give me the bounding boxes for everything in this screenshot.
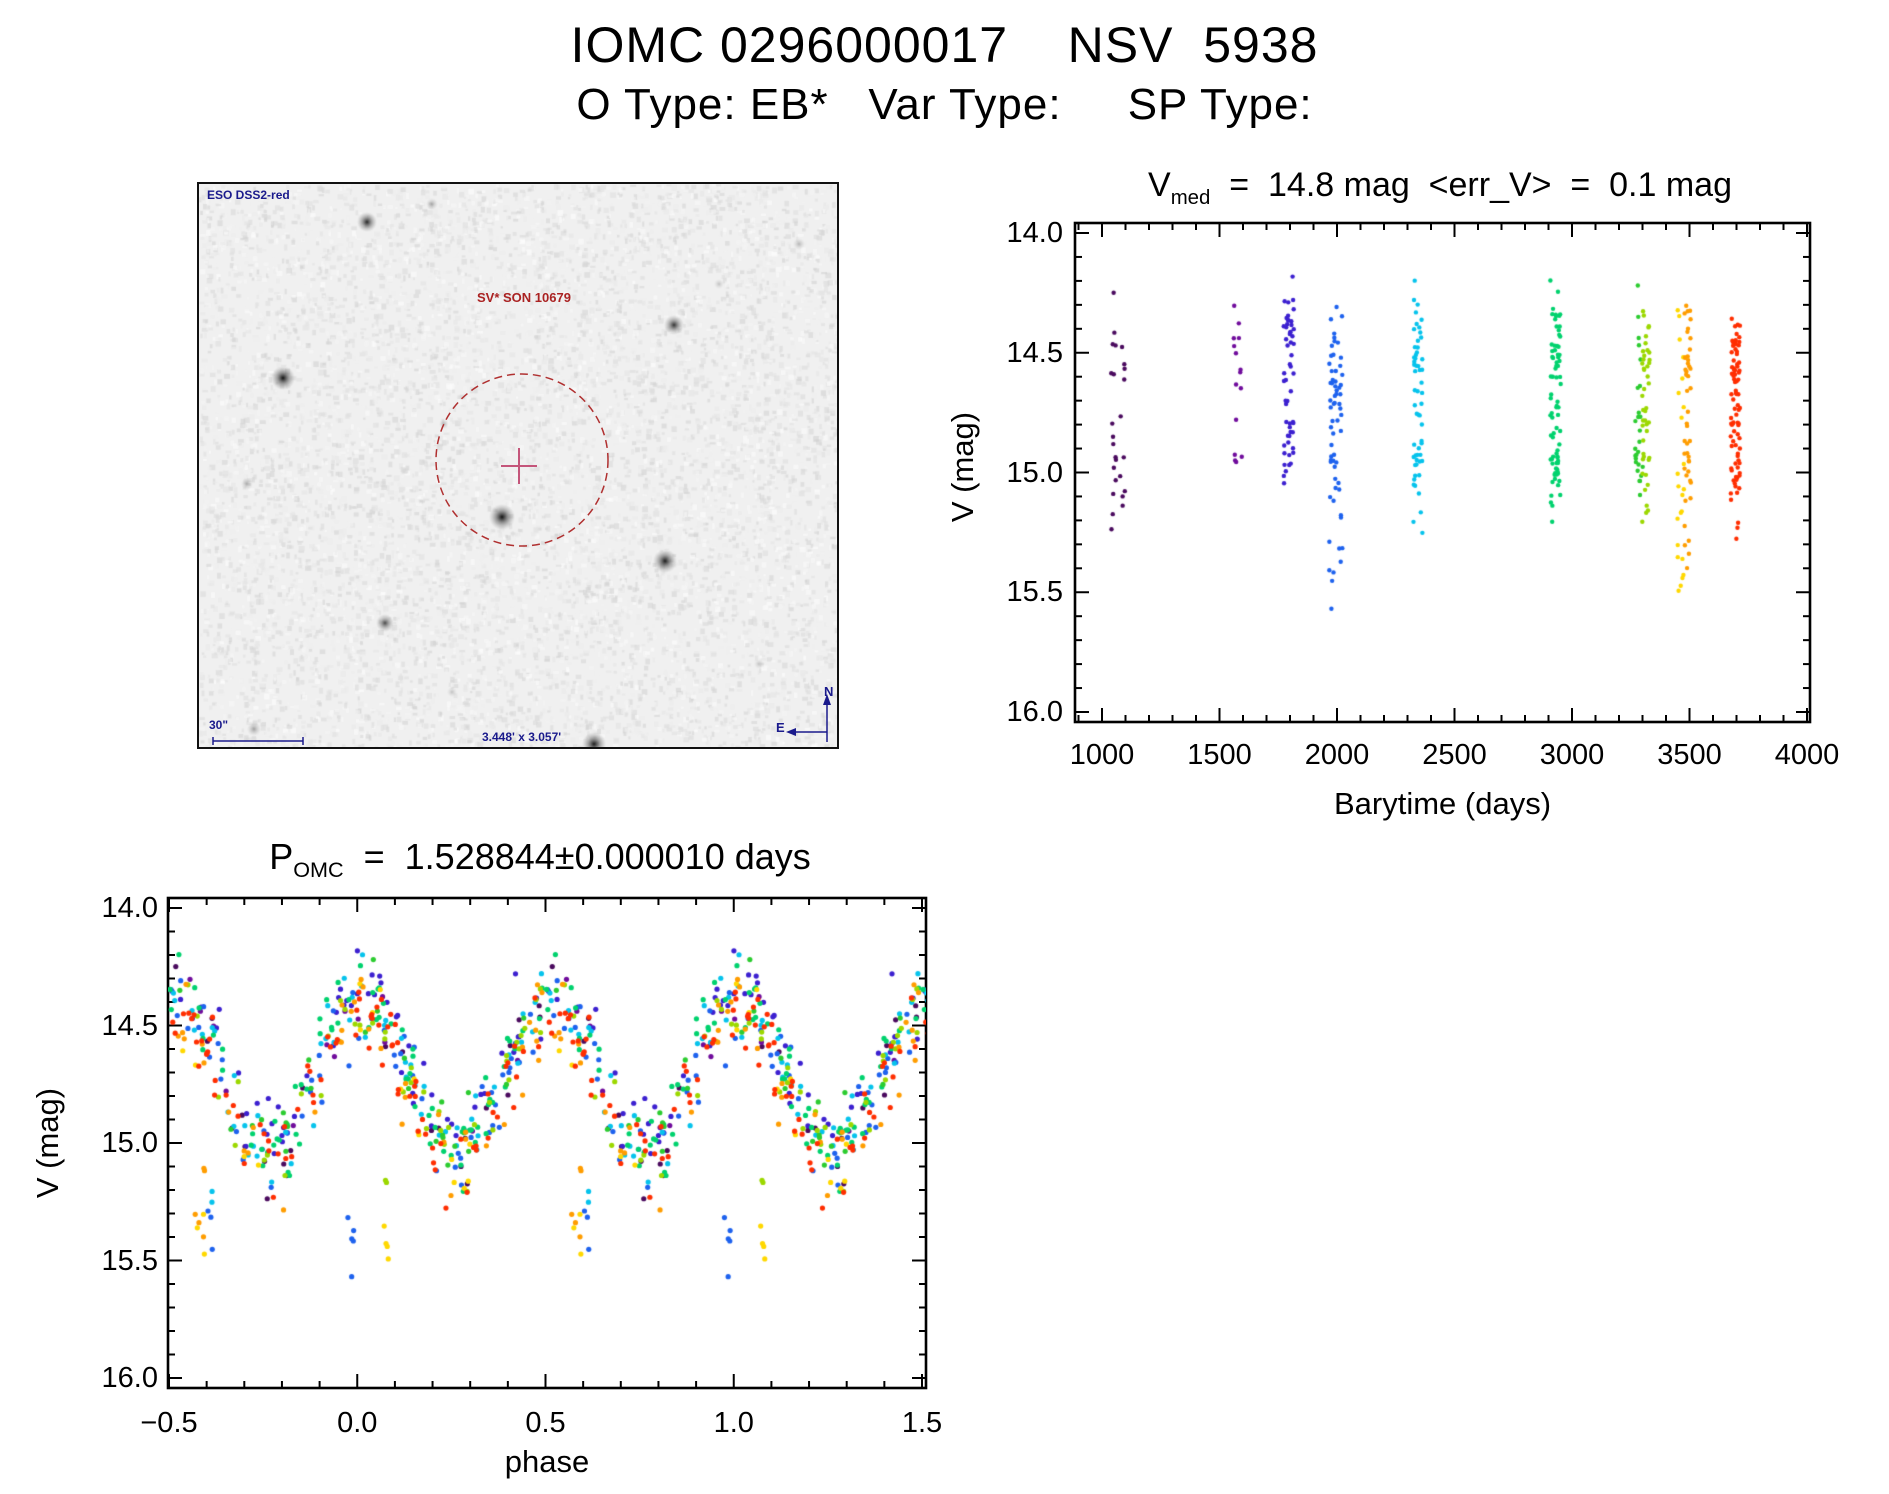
phase-plot-title: POMC = 1.528844±0.000010 days <box>140 836 940 883</box>
title-rest: = 14.8 mag <err_V> = 0.1 mag <box>1210 166 1732 204</box>
finding-chart: ESO DSS2-red SV* SON 10679 3.448' x 3.05… <box>197 182 839 749</box>
barytime-y-tick-label: 15.0 <box>1006 456 1063 489</box>
compass-icon <box>786 694 831 742</box>
object-type-line: O Type: EB* Var Type: SP Type: <box>576 80 1313 129</box>
phase-x-tick-label: −0.5 <box>140 1407 198 1439</box>
barytime-y-tick-label: 15.5 <box>1006 576 1063 609</box>
barytime-x-tick-label: 4000 <box>1774 739 1840 771</box>
scalebar-label: 30" <box>209 718 229 732</box>
barytime-x-tick-label: 2000 <box>1304 739 1370 771</box>
phase-x-axis-label: phase <box>504 1444 590 1479</box>
phase-y-tick-label: 16.0 <box>101 1362 158 1394</box>
barytime-x-tick-label: 1000 <box>1069 739 1135 771</box>
title-subscript: med <box>1170 186 1211 209</box>
phase-data-points <box>168 898 926 1388</box>
phase-x-tick-label: 0.0 <box>337 1407 378 1439</box>
scalebar <box>212 737 304 745</box>
barytime-y-tick-label: 14.0 <box>1006 217 1063 249</box>
barytime-y-tick-label: 14.5 <box>1006 336 1063 369</box>
page-title: IOMC 0296000017 NSV 5938 <box>570 17 1319 73</box>
phase-y-tick-label: 14.5 <box>101 1009 158 1042</box>
barytime-x-tick-label: 3500 <box>1657 739 1722 771</box>
phase-x-tick-label: 1.0 <box>713 1407 754 1439</box>
title-main: V <box>1148 166 1171 204</box>
target-circle <box>435 373 609 547</box>
barytime-x-tick-label: 3000 <box>1539 739 1605 771</box>
barytime-x-tick-label: 2500 <box>1422 739 1487 771</box>
barytime-x-axis-label: Barytime (days) <box>1333 786 1552 821</box>
sky-overlay <box>212 373 831 745</box>
field-size-label: 3.448' x 3.057' <box>482 730 562 744</box>
barytime-plot-title: Vmed = 14.8 mag <err_V> = 0.1 mag <box>1040 166 1840 210</box>
barytime-data-points <box>1075 223 1810 722</box>
compass-east-label: E <box>776 720 785 735</box>
compass-north-label: N <box>824 684 834 699</box>
barytime-x-tick-label: 1500 <box>1187 739 1252 771</box>
phase-x-tick-label: 0.5 <box>525 1407 566 1439</box>
title-subscript: OMC <box>293 857 344 883</box>
title-rest: = 1.528844±0.000010 days <box>343 836 811 877</box>
phase-y-tick-label: 15.5 <box>101 1244 158 1277</box>
title-main: P <box>269 836 294 877</box>
target-name-label: SV* SON 10679 <box>477 290 571 305</box>
phase-y-tick-label: 14.0 <box>101 892 158 924</box>
survey-label: ESO DSS2-red <box>207 188 290 202</box>
barytime-y-tick-label: 16.0 <box>1006 696 1063 728</box>
phase-y-tick-label: 15.0 <box>101 1127 158 1159</box>
phase-x-tick-label: 1.5 <box>901 1407 943 1439</box>
